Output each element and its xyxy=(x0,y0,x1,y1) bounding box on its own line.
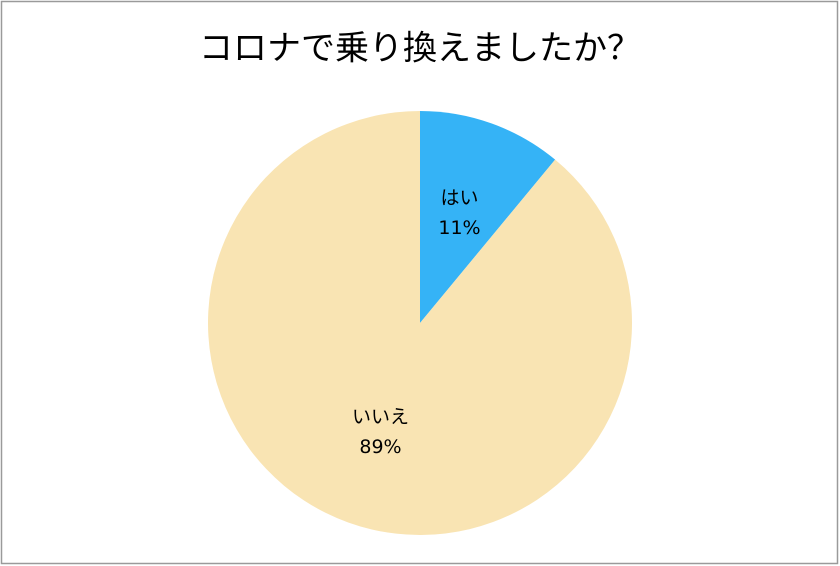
slice-label: はい xyxy=(440,187,478,209)
pie-slice xyxy=(420,111,556,323)
slice-value: 89% xyxy=(359,436,401,458)
slice-label: いいえ xyxy=(352,406,409,428)
pie-slice xyxy=(208,111,632,535)
slice-value: 11% xyxy=(438,217,480,239)
chart-title: コロナで乗り換えましたか？ xyxy=(199,29,641,69)
